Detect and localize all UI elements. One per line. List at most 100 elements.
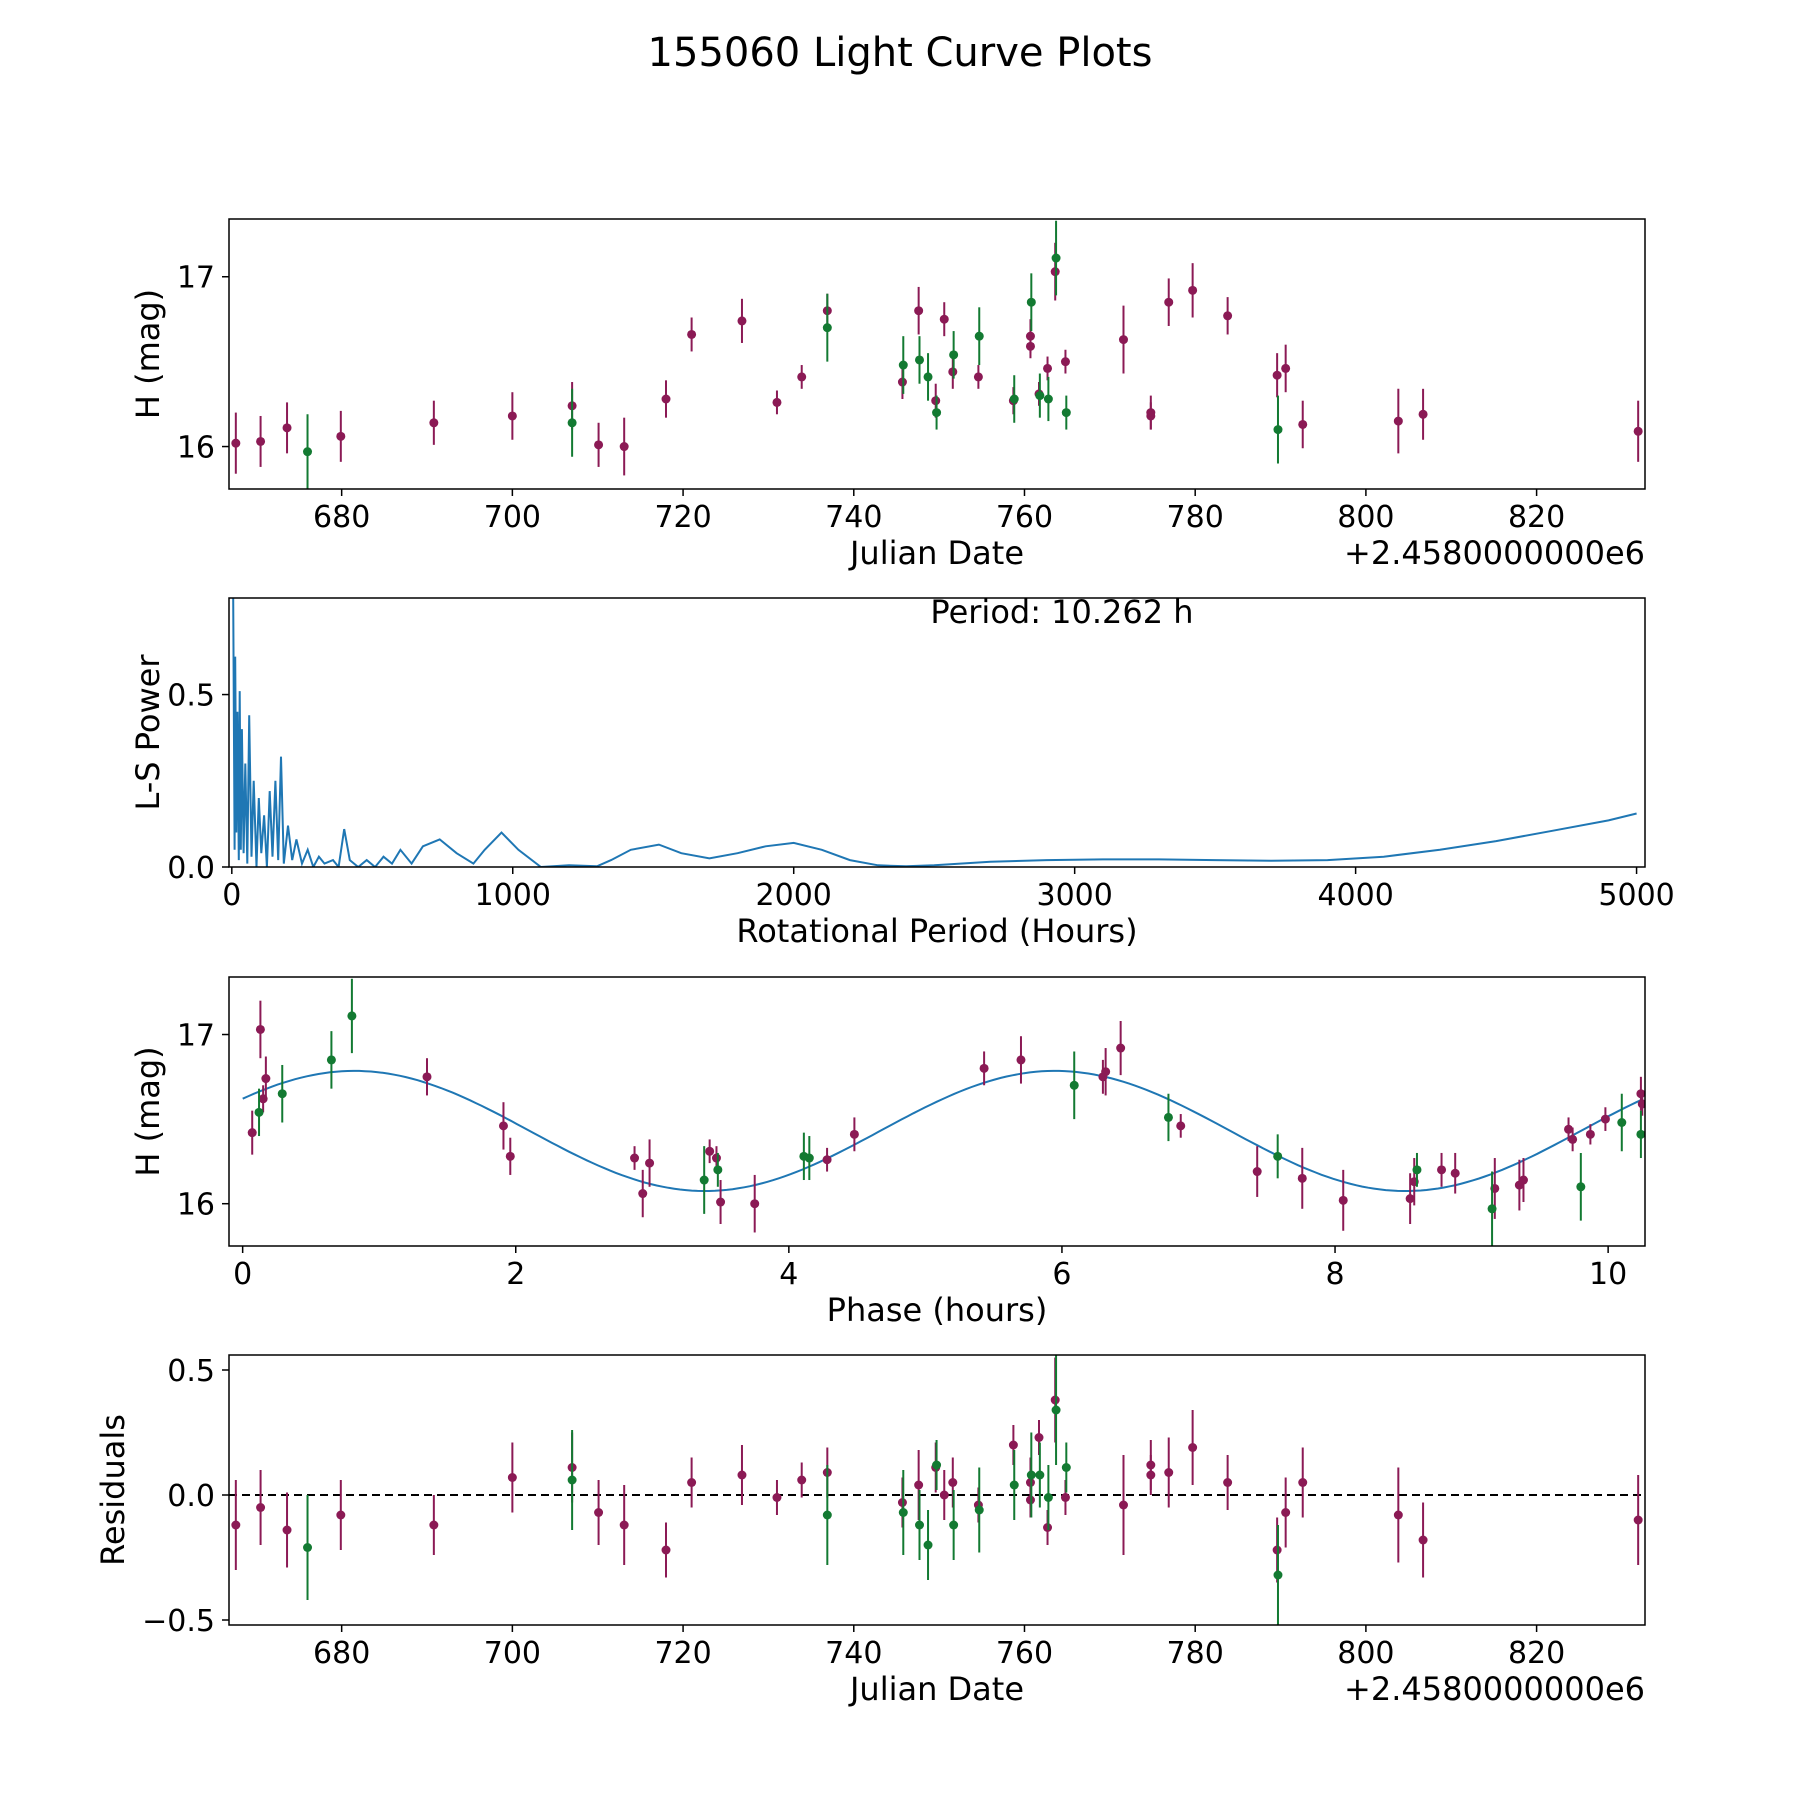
periodogram-panel: 0 1000 2000 3000 4000 5000 0.0 0.5 Rotational Pe… xyxy=(129,593,1675,950)
data-point xyxy=(507,1473,517,1482)
fit-curve xyxy=(242,1069,1643,1192)
data-point xyxy=(1009,394,1019,404)
data-point xyxy=(737,1470,747,1480)
data-point xyxy=(231,438,241,448)
data-point xyxy=(1026,1470,1036,1480)
data-point xyxy=(1051,1405,1061,1415)
data-point xyxy=(422,1072,432,1082)
data-point xyxy=(1281,1508,1291,1517)
data-point xyxy=(1281,363,1291,373)
data-point xyxy=(949,1520,959,1530)
data-point xyxy=(1636,1089,1645,1099)
data-point xyxy=(948,1478,958,1487)
phased-plot-area xyxy=(242,978,1645,1246)
data-point xyxy=(699,1175,709,1185)
x-axis-label: Julian Date xyxy=(848,1670,1024,1708)
x-tick-label: 720 xyxy=(654,500,711,535)
data-point xyxy=(303,447,313,457)
data-point xyxy=(797,1475,807,1485)
data-point xyxy=(1188,1443,1198,1452)
axes-frame xyxy=(228,597,1646,868)
data-point xyxy=(939,314,949,324)
x-tick-label: 700 xyxy=(484,500,541,535)
data-point xyxy=(567,418,577,428)
data-point xyxy=(949,350,959,360)
data-point xyxy=(915,1520,925,1530)
data-point xyxy=(713,1165,723,1175)
x-tick-label: 700 xyxy=(484,1636,541,1671)
x-tick-label: 720 xyxy=(654,1636,711,1671)
x-tick-label: 4 xyxy=(779,1257,798,1292)
data-point xyxy=(1116,1043,1126,1053)
x-tick-label: 2000 xyxy=(756,878,832,913)
x-tick-label: 0 xyxy=(222,878,241,913)
x-tick-label: 820 xyxy=(1508,500,1565,535)
y-axis-label: Residuals xyxy=(94,1414,132,1566)
data-point xyxy=(1273,1151,1283,1161)
data-point xyxy=(772,397,782,407)
data-point xyxy=(822,323,832,333)
power-spectrum-line xyxy=(232,598,1637,867)
data-point xyxy=(932,1460,942,1470)
x-tick-label: 5000 xyxy=(1598,878,1674,913)
x-tick-label: 760 xyxy=(996,500,1053,535)
data-point xyxy=(1338,1195,1348,1205)
data-point xyxy=(429,1520,439,1530)
data-point xyxy=(939,1490,949,1500)
data-point xyxy=(1061,1463,1071,1472)
data-point xyxy=(1633,426,1643,436)
data-point xyxy=(567,1475,577,1485)
x-tick-label: 740 xyxy=(825,500,882,535)
data-point xyxy=(1025,341,1035,351)
data-point xyxy=(1051,253,1061,263)
data-point xyxy=(1273,1570,1283,1580)
data-point xyxy=(849,1129,859,1139)
period-annotation: Period: 10.262 h xyxy=(930,593,1193,631)
data-point xyxy=(1487,1204,1497,1214)
data-point xyxy=(1418,1535,1428,1545)
x-tick-label: 10 xyxy=(1589,1257,1627,1292)
data-point xyxy=(822,1155,832,1165)
data-point xyxy=(1393,416,1403,426)
data-point xyxy=(1176,1121,1186,1131)
data-point xyxy=(1568,1134,1578,1144)
y-axis-label: L-S Power xyxy=(129,654,167,811)
data-point xyxy=(932,408,942,418)
data-point xyxy=(254,1107,264,1117)
data-point xyxy=(1298,1478,1308,1487)
data-point xyxy=(326,1055,336,1065)
data-point xyxy=(261,1074,271,1084)
y-axis-label: H (mag) xyxy=(129,1046,167,1176)
data-point xyxy=(1008,1440,1018,1450)
data-point xyxy=(1016,1055,1026,1065)
data-point xyxy=(1009,1480,1019,1490)
data-point xyxy=(1188,285,1198,295)
data-point xyxy=(1273,425,1283,435)
data-point xyxy=(1298,419,1308,429)
data-point xyxy=(1617,1117,1627,1127)
x-tick-label: 4000 xyxy=(1317,878,1393,913)
axes-frame xyxy=(228,218,1646,490)
x-tick-label: 780 xyxy=(1167,500,1224,535)
data-point xyxy=(1069,1080,1079,1090)
data-point xyxy=(1035,391,1045,401)
x-tick-label: 0 xyxy=(233,1257,252,1292)
data-point xyxy=(255,1024,265,1034)
data-point xyxy=(282,423,292,433)
data-point xyxy=(1060,1493,1070,1502)
data-point xyxy=(1060,357,1070,367)
data-point xyxy=(750,1199,760,1209)
data-point xyxy=(256,1503,266,1512)
y-tick-label: 0.0 xyxy=(167,851,215,886)
x-offset-label: +2.4580000000e6 xyxy=(1344,534,1645,572)
data-point xyxy=(1043,363,1053,373)
data-point xyxy=(687,329,697,339)
data-point xyxy=(336,1510,346,1520)
data-point xyxy=(594,1508,604,1517)
data-point xyxy=(973,372,983,382)
y-axis-label: H (mag) xyxy=(129,289,167,419)
data-point xyxy=(1297,1173,1307,1183)
x-tick-label: 760 xyxy=(996,1636,1053,1671)
x-tick-label: 8 xyxy=(1325,1257,1344,1292)
data-point xyxy=(923,372,933,382)
